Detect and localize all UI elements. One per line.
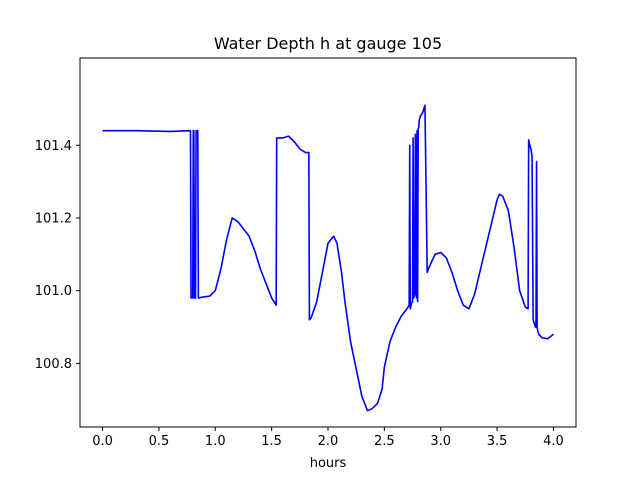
x-tick-label: 1.0: [205, 434, 226, 449]
y-tick-label: 101.4: [35, 139, 72, 154]
x-axis-ticks: 0.0 0.5 1.0 1.5 2.0 2.5 3.0 3.5 4.0: [92, 427, 564, 449]
plot-area: [102, 104, 554, 412]
x-tick-label: 1.5: [261, 434, 282, 449]
chart-title: Water Depth h at gauge 105: [214, 34, 442, 53]
x-tick-label: 3.5: [487, 434, 508, 449]
y-axis-ticks: 100.8 101.0 101.2 101.4: [35, 139, 80, 372]
x-tick-label: 2.5: [374, 434, 395, 449]
x-tick-label: 3.0: [430, 434, 451, 449]
x-tick-label: 2.0: [318, 434, 339, 449]
x-tick-label: 4.0: [543, 434, 564, 449]
y-tick-label: 100.8: [35, 357, 72, 372]
x-axis-label: hours: [310, 456, 347, 471]
y-tick-label: 101.0: [35, 284, 72, 299]
x-tick-label: 0.5: [149, 434, 170, 449]
x-tick-label: 0.0: [92, 434, 113, 449]
y-tick-label: 101.2: [35, 211, 72, 226]
series-line-0: [102, 104, 554, 412]
